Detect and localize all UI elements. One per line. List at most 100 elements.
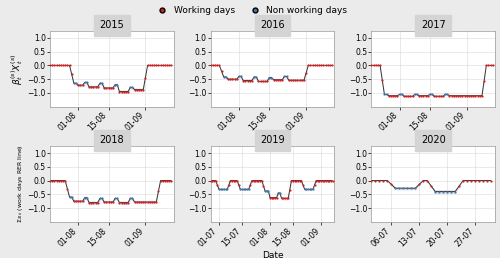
Point [380, 92, 388, 96]
Point [246, 78, 254, 83]
Point [260, 184, 268, 188]
Point [472, 94, 480, 98]
Point [411, 92, 419, 96]
Point [415, 94, 423, 98]
Point [94, 85, 102, 89]
Point [235, 74, 243, 78]
Point [100, 86, 108, 90]
Point [109, 200, 117, 204]
Point [376, 179, 384, 183]
Point [50, 63, 58, 67]
Point [85, 200, 93, 205]
Point [282, 196, 290, 200]
Point [237, 74, 245, 78]
Point [111, 196, 119, 200]
Point [427, 184, 435, 188]
Point [116, 90, 124, 94]
Point [447, 190, 455, 194]
Point [116, 200, 124, 205]
Point [120, 90, 128, 94]
Point [258, 79, 266, 83]
Point [70, 81, 78, 85]
Point [467, 179, 475, 183]
Point [470, 94, 478, 98]
Point [80, 196, 88, 200]
Point [137, 200, 145, 204]
Point [230, 179, 238, 183]
Point [282, 74, 290, 78]
Point [52, 179, 60, 183]
Point [296, 179, 304, 183]
Point [372, 63, 380, 67]
Point [142, 200, 150, 204]
Point [322, 63, 330, 67]
Point [142, 75, 150, 79]
Point [467, 94, 475, 98]
Point [83, 196, 91, 200]
Point [128, 196, 136, 200]
Point [74, 83, 82, 87]
Point [384, 94, 392, 98]
Point [87, 85, 95, 89]
Point [152, 63, 160, 67]
Point [439, 94, 447, 98]
Point [152, 200, 160, 204]
Point [220, 75, 228, 79]
Point [396, 92, 404, 96]
Point [154, 189, 162, 193]
Point [59, 63, 67, 67]
Point [443, 190, 451, 194]
Point [166, 63, 173, 67]
Point [104, 86, 112, 90]
Point [483, 179, 491, 183]
Point [455, 184, 463, 188]
Point [487, 179, 495, 183]
Point [310, 183, 318, 187]
Point [48, 63, 56, 67]
Point [274, 78, 282, 82]
Point [446, 94, 454, 98]
Point [261, 79, 269, 83]
Point [263, 79, 271, 83]
Point [233, 179, 241, 183]
Point [315, 63, 323, 67]
Point [242, 187, 250, 191]
Point [430, 94, 438, 98]
Point [68, 72, 76, 76]
Point [463, 94, 471, 98]
Point [484, 63, 492, 67]
Point [218, 69, 226, 73]
Point [78, 199, 86, 203]
Point [244, 187, 252, 191]
Point [482, 63, 490, 67]
Point [328, 63, 336, 67]
Point [124, 90, 132, 94]
Point [327, 179, 335, 183]
Point [208, 179, 216, 183]
Point [452, 94, 460, 98]
Point [137, 87, 145, 92]
Point [120, 200, 128, 205]
Point [90, 200, 98, 205]
Point [239, 78, 247, 83]
Title: 2020: 2020 [421, 135, 446, 145]
Point [376, 63, 384, 67]
Point [306, 187, 314, 191]
Point [146, 63, 154, 67]
Point [300, 187, 308, 191]
Point [458, 94, 466, 98]
Title: 2015: 2015 [100, 20, 124, 30]
Point [368, 179, 376, 183]
Point [150, 200, 158, 204]
Point [126, 196, 134, 200]
Point [64, 63, 72, 67]
Point [308, 63, 316, 67]
Point [398, 92, 406, 96]
Point [70, 199, 78, 203]
Point [253, 179, 261, 183]
Point [418, 94, 426, 98]
Point [242, 78, 250, 83]
Point [479, 179, 487, 183]
Point [448, 94, 456, 98]
Point [256, 79, 264, 83]
